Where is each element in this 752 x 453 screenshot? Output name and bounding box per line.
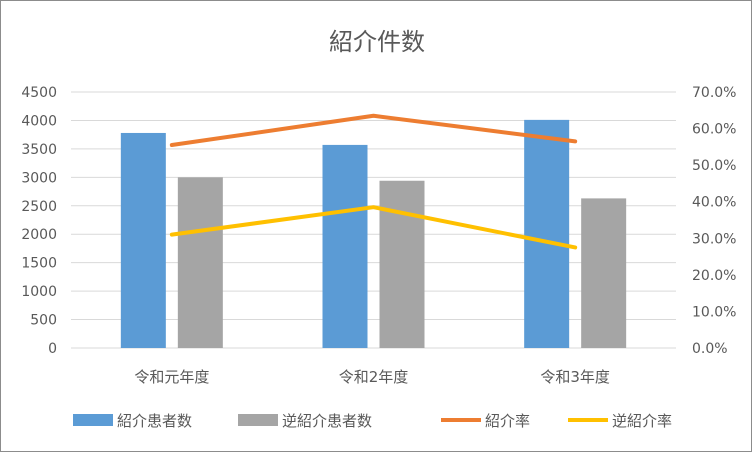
left-tick-label: 1000 (21, 284, 57, 300)
category-label: 令和元年度 (134, 368, 209, 386)
right-tick-label: 40.0% (692, 195, 736, 211)
right-tick-label: 70.0% (692, 85, 736, 101)
left-tick-label: 3000 (21, 170, 57, 186)
left-tick-label: 500 (30, 313, 57, 329)
category-axis-labels: 令和元年度 令和2年度 令和3年度 (134, 368, 610, 386)
legend-label: 紹介率 (485, 412, 530, 430)
right-tick-label: 0.0% (692, 341, 728, 357)
right-tick-label: 20.0% (692, 268, 736, 284)
right-tick-label: 50.0% (692, 158, 736, 174)
legend-label: 逆紹介率 (612, 412, 672, 430)
left-tick-label: 0 (48, 341, 57, 357)
right-tick-label: 60.0% (692, 122, 736, 138)
series-line (172, 207, 575, 247)
bar (121, 133, 166, 348)
bar (178, 177, 223, 348)
left-tick-label: 2000 (21, 227, 57, 243)
category-label: 令和3年度 (540, 368, 610, 386)
line-series (172, 116, 576, 248)
left-axis-ticks: 4500 4000 3500 3000 2500 2000 1500 1000 500 0 (21, 85, 57, 357)
right-tick-label: 30.0% (692, 231, 736, 247)
legend-swatch (238, 414, 278, 426)
chart-title: 紹介件数 (329, 28, 425, 56)
right-tick-label: 10.0% (692, 304, 736, 320)
left-tick-label: 2500 (21, 199, 57, 215)
bar (524, 120, 569, 348)
left-tick-label: 4500 (21, 85, 57, 101)
right-axis-ticks: 70.0% 60.0% 50.0% 40.0% 30.0% 20.0% 10.0% 0.0% (692, 85, 736, 357)
legend-label: 逆紹介患者数 (282, 412, 372, 430)
bar (380, 181, 425, 348)
legend: 紹介患者数 逆紹介患者数 紹介率 逆紹介率 (73, 412, 672, 430)
bar (323, 145, 368, 348)
bar (581, 198, 626, 348)
left-tick-label: 3500 (21, 142, 57, 158)
left-tick-label: 4000 (21, 113, 57, 129)
legend-swatch (73, 414, 113, 426)
legend-label: 紹介患者数 (117, 412, 192, 430)
left-tick-label: 1500 (21, 256, 57, 272)
category-label: 令和2年度 (339, 368, 409, 386)
